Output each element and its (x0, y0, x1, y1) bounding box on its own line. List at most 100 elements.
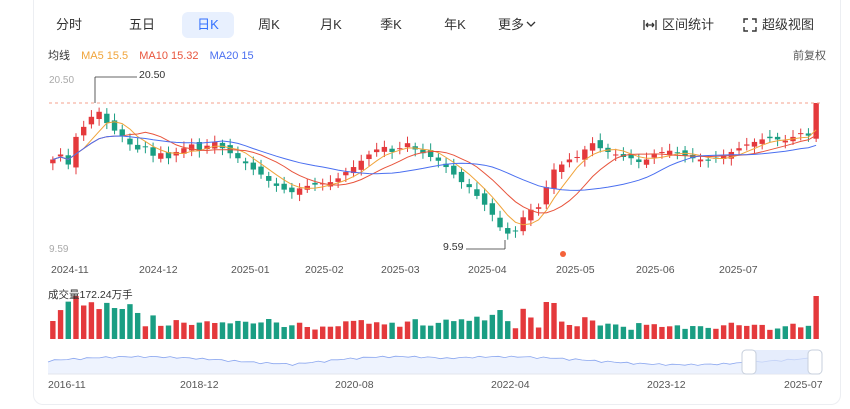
candle-body (813, 103, 819, 139)
overview-tick-label: 2018-12 (180, 379, 219, 391)
volume-layer (50, 296, 819, 339)
volume-bar (458, 319, 465, 339)
candle-body (150, 147, 156, 156)
tab-daily-k[interactable]: 日K (182, 12, 234, 38)
volume-bar (127, 304, 133, 339)
overview-handle-left[interactable] (741, 349, 757, 375)
volume-bar (505, 321, 511, 339)
candle-body (196, 142, 203, 151)
candle-body (659, 151, 665, 153)
volume-bar (736, 325, 742, 339)
volume-bar (242, 321, 249, 339)
tab-intraday[interactable]: 分时 (55, 17, 82, 32)
volume-bar (666, 326, 673, 339)
volume-bar (651, 324, 657, 339)
date-tick-label: 2025-02 (305, 264, 344, 276)
date-tick-label: 2024-12 (139, 264, 178, 276)
volume-bar (674, 325, 681, 339)
volume-bar (659, 326, 665, 339)
candle-body (805, 133, 812, 136)
legend-ma10: MA10 15.32 (139, 50, 199, 62)
volume-bar (165, 325, 172, 339)
volume-bar (744, 325, 750, 339)
super-view-label: 超级视图 (762, 17, 815, 32)
volume-bar (281, 327, 287, 339)
tab-quarterly-k[interactable]: 季K (380, 17, 402, 32)
candle-body (80, 126, 87, 136)
candle-body (373, 149, 380, 153)
candle-body (50, 159, 56, 164)
date-tick-label: 2025-06 (636, 264, 675, 276)
overview-layer (47, 349, 823, 375)
tab-more-label: 更多 (498, 17, 525, 32)
candle-body (212, 141, 218, 149)
volume-label: 成交量172.24万手 (48, 289, 133, 301)
tab-more[interactable]: 更多 (498, 12, 552, 38)
candle-body (188, 144, 195, 151)
candle-body (628, 153, 634, 159)
candle-body (173, 151, 179, 156)
range-stats-label: 区间统计 (662, 17, 715, 32)
volume-bar (320, 326, 326, 339)
volume-bar (805, 325, 812, 339)
tab-yearly-k[interactable]: 年K (444, 17, 466, 32)
candle-body (744, 144, 750, 146)
candle-body (574, 156, 580, 158)
volume-bar (582, 317, 588, 339)
volume-bar (358, 320, 364, 339)
candle-body (420, 149, 426, 154)
volume-bar (404, 321, 411, 339)
volume-bar (188, 324, 195, 339)
tab-monthly-k[interactable]: 月K (320, 17, 342, 32)
volume-bar (104, 302, 110, 339)
overview-selection (749, 350, 816, 374)
overview-tick-label: 2016-11 (48, 379, 86, 391)
candle-body (505, 228, 511, 234)
super-view-button[interactable]: 超级视图 (743, 12, 814, 38)
tab-five-day[interactable]: 五日 (128, 17, 155, 32)
date-tick-label: 2025-03 (381, 264, 420, 276)
range-stats-button[interactable]: 区间统计 (643, 12, 714, 38)
volume-bar (111, 308, 118, 339)
overview-tick-label: 2020-08 (335, 379, 374, 391)
overview-tick-label: 2023-12 (647, 379, 686, 391)
volume-bar (612, 324, 619, 339)
volume-bar (690, 326, 696, 339)
candle-body (651, 154, 657, 158)
candle-body (242, 161, 249, 164)
candle-body (404, 143, 411, 148)
overview-handle-right[interactable] (807, 349, 823, 375)
adjust-mode-label[interactable]: 前复权 (793, 50, 826, 62)
candle-body (697, 159, 704, 162)
candle-body (204, 145, 210, 150)
candle-body (366, 154, 372, 160)
candle-body (759, 139, 765, 144)
volume-bar (759, 324, 765, 339)
volume-bar (335, 326, 341, 339)
volume-bar (397, 326, 403, 339)
tab-weekly-k[interactable]: 周K (258, 17, 280, 32)
volume-bar (266, 319, 272, 339)
candle-body (751, 141, 758, 147)
candle-body (512, 230, 519, 232)
volume-bar (235, 320, 241, 339)
candle-body (289, 187, 295, 193)
volume-bar (813, 296, 819, 339)
candle-body (104, 113, 110, 124)
candle-body (597, 140, 603, 149)
overview-tick-label: 2025-07 (784, 379, 823, 391)
volume-bar (528, 317, 534, 339)
candle-body (304, 185, 310, 190)
volume-bar (551, 302, 557, 339)
candle-body (543, 187, 549, 205)
volume-bar (643, 324, 650, 339)
candle-body (435, 157, 442, 161)
volume-bar (389, 322, 395, 339)
volume-bar (751, 324, 758, 339)
candle-body (181, 148, 187, 154)
volume-bar (451, 321, 457, 339)
volume-bar (258, 322, 264, 339)
volume-bar (705, 327, 711, 339)
candle-body (589, 143, 596, 151)
